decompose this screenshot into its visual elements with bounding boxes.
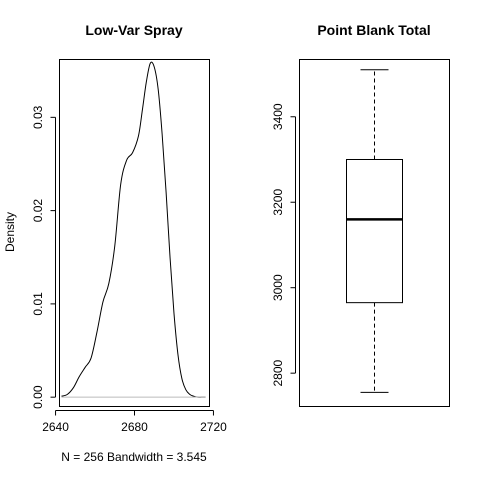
- density-y-tick-label: 0.01: [31, 292, 45, 316]
- density-x-tick-label: 2640: [42, 420, 69, 434]
- density-plot-frame: [59, 59, 210, 407]
- boxplot-plot-frame: [299, 59, 450, 407]
- density-x-label: N = 256 Bandwidth = 3.545: [61, 450, 207, 464]
- boxplot-y-tick-label: 2800: [271, 359, 285, 386]
- density-title: Low-Var Spray: [85, 22, 182, 38]
- density-y-tick-label: 0.00: [31, 385, 45, 409]
- density-y-tick-label: 0.02: [31, 199, 45, 223]
- density-y-axis: 0.00 0.01 0.02 0.03: [31, 105, 56, 409]
- density-y-tick-label: 0.03: [31, 105, 45, 129]
- density-x-tick-label: 2680: [121, 420, 148, 434]
- boxplot-y-tick-label: 3200: [271, 189, 285, 216]
- boxplot-y-axis: 2800 3000 3200 3400: [271, 103, 296, 387]
- density-curve: [61, 61, 206, 398]
- density-panel: Low-Var Spray 2640 2680 2720 0.000.010.020…: [3, 22, 227, 464]
- density-x-tick-label: 2720: [200, 420, 227, 434]
- boxplot-marks: [346, 69, 403, 393]
- density-x-axis: 2640 2680 2720: [42, 410, 227, 434]
- boxplot-box: [346, 158, 403, 304]
- boxplot-panel: Point Blank Total 2800 3000 3200 3400: [271, 22, 450, 407]
- density-series: [61, 61, 206, 398]
- boxplot-y-tick-label: 3400: [271, 103, 285, 130]
- boxplot-y-tick-label: 3000: [271, 274, 285, 301]
- boxplot-title: Point Blank Total: [317, 22, 430, 38]
- density-y-label: Density: [3, 212, 17, 252]
